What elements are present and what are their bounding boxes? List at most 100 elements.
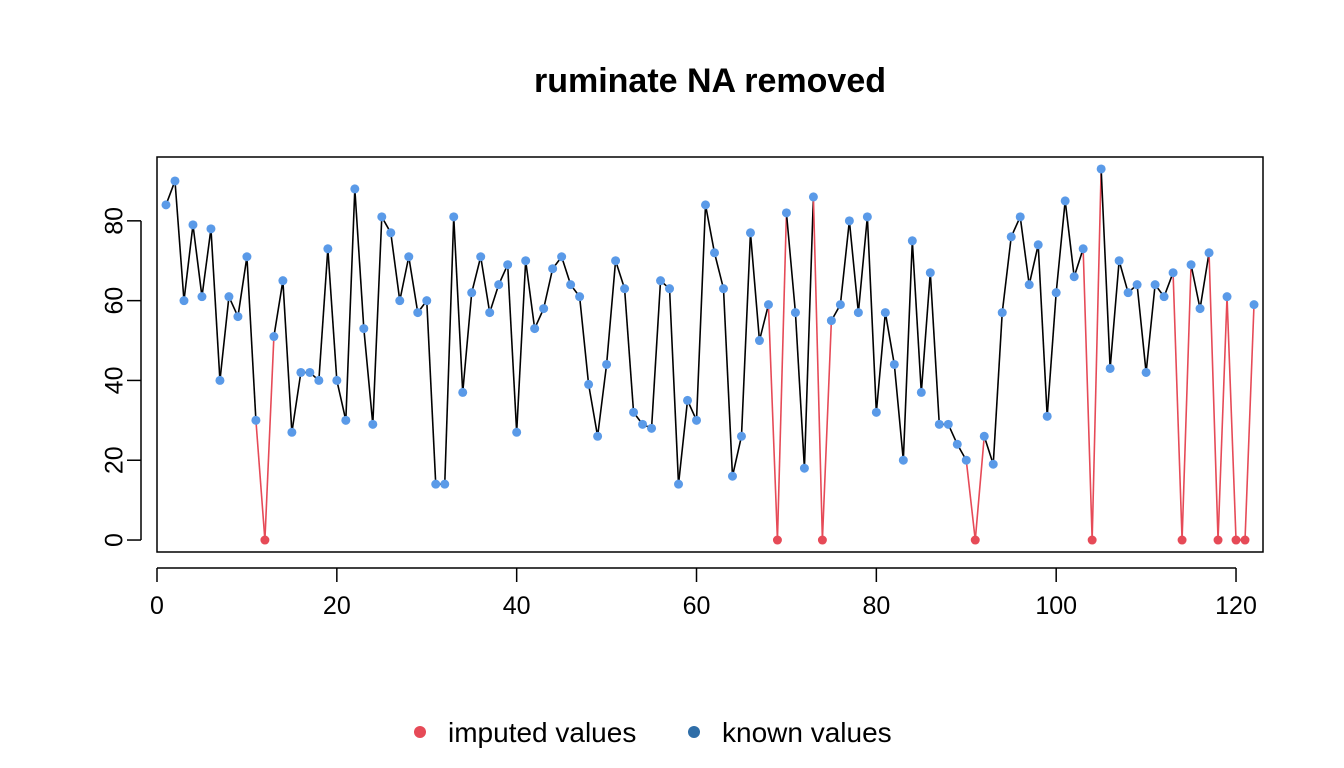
- known-line-segment: [1055, 200, 1066, 293]
- known-point: [1033, 240, 1043, 250]
- known-point: [251, 415, 261, 425]
- known-line-segment: [1028, 244, 1039, 285]
- known-line-segment: [614, 260, 626, 289]
- known-point: [242, 252, 252, 262]
- known-point: [269, 332, 279, 342]
- known-point: [988, 459, 998, 469]
- known-point: [377, 212, 387, 222]
- imputed-line-segment: [1082, 248, 1093, 541]
- known-line-segment: [407, 256, 419, 313]
- known-point: [656, 276, 666, 286]
- known-point: [386, 228, 396, 238]
- known-point: [359, 324, 369, 334]
- known-line-segment: [192, 224, 203, 297]
- legend-known-label: known values: [722, 717, 892, 748]
- known-point: [1141, 367, 1151, 377]
- x-tick-label: 0: [150, 592, 164, 620]
- known-line-segment: [992, 312, 1004, 465]
- known-point: [1123, 288, 1133, 298]
- imputed-point: [1087, 535, 1097, 545]
- known-line-segment: [848, 220, 860, 313]
- known-point: [665, 284, 675, 294]
- known-line-segment: [893, 364, 905, 461]
- known-line-segment: [713, 252, 725, 289]
- known-point: [539, 304, 549, 314]
- known-line-segment: [201, 228, 212, 297]
- imputed-line-segment: [255, 420, 266, 541]
- known-point: [1168, 268, 1178, 278]
- known-point: [215, 375, 225, 385]
- known-point: [880, 308, 890, 318]
- known-point: [206, 224, 216, 234]
- known-point: [889, 359, 899, 369]
- known-line-segment: [1019, 216, 1031, 285]
- known-point: [1060, 196, 1070, 206]
- known-line-segment: [327, 248, 338, 381]
- imputed-line-segment: [776, 212, 788, 541]
- known-point: [593, 431, 603, 441]
- known-line-segment: [183, 224, 194, 301]
- imputed-point: [817, 535, 827, 545]
- known-line-segment: [668, 288, 680, 485]
- known-point: [1024, 280, 1034, 290]
- known-line-segment: [731, 436, 743, 477]
- known-line-segment: [336, 380, 347, 421]
- known-point: [709, 248, 719, 258]
- legend: imputed values known values: [414, 717, 892, 748]
- known-point: [1042, 411, 1052, 421]
- known-point: [718, 284, 728, 294]
- known-line-segment: [1073, 248, 1084, 277]
- known-line-segment: [1046, 292, 1057, 417]
- known-point: [530, 324, 540, 334]
- known-point: [494, 280, 504, 290]
- imputed-line-segment: [965, 460, 977, 541]
- known-line-segment: [237, 256, 248, 317]
- known-line-segment: [1001, 236, 1013, 313]
- known-point: [1150, 280, 1160, 290]
- known-point: [179, 296, 189, 306]
- known-line-segment: [758, 304, 770, 341]
- known-point: [368, 419, 378, 429]
- y-tick-label: 60: [101, 287, 129, 315]
- known-point: [754, 336, 764, 346]
- known-line-segment: [345, 188, 356, 421]
- known-point: [1006, 232, 1016, 242]
- known-point: [638, 419, 648, 429]
- known-line-segment: [677, 400, 689, 485]
- known-line-segment: [363, 328, 374, 425]
- known-line-segment: [273, 280, 284, 337]
- known-line-segment: [461, 292, 473, 393]
- known-line-segment: [1064, 200, 1075, 277]
- imputed-line-segment: [1172, 272, 1183, 541]
- known-point: [350, 184, 360, 194]
- known-point: [188, 220, 198, 230]
- imputed-line-segment: [1244, 304, 1255, 541]
- known-point: [835, 300, 845, 310]
- imputed-line-segment: [767, 304, 779, 541]
- imputed-line-segment: [1091, 168, 1102, 541]
- known-line-segment: [470, 256, 482, 293]
- known-point: [1114, 256, 1124, 266]
- known-point: [727, 471, 737, 481]
- known-point: [332, 375, 342, 385]
- known-line-segment: [1118, 260, 1129, 293]
- known-line-segment: [857, 216, 869, 313]
- x-tick-label: 80: [862, 592, 890, 620]
- x-tick-label: 60: [683, 592, 711, 620]
- imputed-point: [260, 535, 270, 545]
- known-line-segment: [740, 232, 752, 437]
- known-point: [485, 308, 495, 318]
- known-point: [1096, 164, 1106, 174]
- known-line-segment: [587, 384, 599, 437]
- imputed-line-segment: [974, 436, 986, 541]
- legend-imputed-marker: [414, 726, 426, 738]
- known-point: [1078, 244, 1088, 254]
- known-point: [458, 387, 468, 397]
- known-point: [1015, 212, 1025, 222]
- known-line-segment: [1190, 264, 1201, 309]
- known-line-segment: [722, 288, 734, 477]
- known-point: [395, 296, 405, 306]
- known-point: [997, 308, 1007, 318]
- known-line-segment: [479, 256, 491, 313]
- known-point: [1159, 292, 1169, 302]
